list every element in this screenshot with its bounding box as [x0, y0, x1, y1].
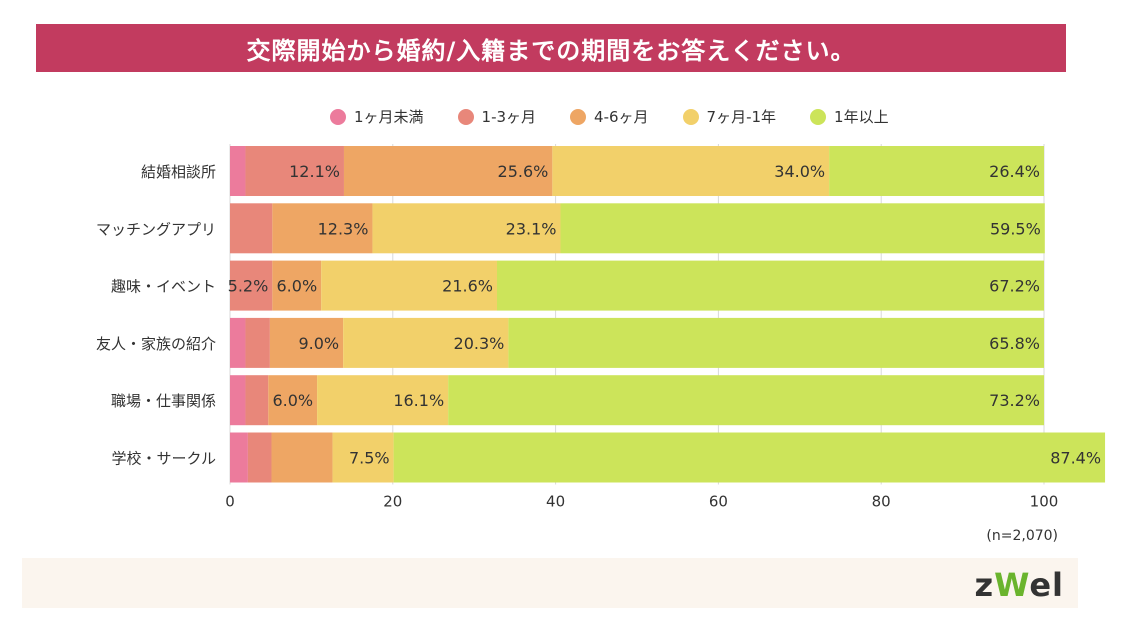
- legend-swatch: [682, 108, 699, 125]
- footer-band: zWel: [22, 558, 1078, 608]
- bar-segment: [343, 317, 509, 368]
- data-label: 6.0%: [277, 277, 318, 296]
- legend-item: 4-6ヶ月: [570, 106, 649, 127]
- category-label: 友人・家族の紹介: [96, 335, 216, 353]
- data-label: 7.5%: [349, 449, 390, 468]
- category-label: 結婚相談所: [141, 163, 216, 181]
- x-tick-label: 60: [709, 493, 728, 511]
- data-label: 20.3%: [454, 334, 505, 353]
- category-label: 学校・サークル: [111, 450, 216, 468]
- bar-segment: [245, 375, 269, 426]
- bar-segment: [245, 317, 270, 368]
- bar-segment: [271, 432, 333, 483]
- bar-segment: [272, 203, 373, 254]
- bar-segment: [393, 432, 1106, 483]
- legend-item: 1-3ヶ月: [457, 106, 537, 127]
- bar-segment: [245, 146, 344, 196]
- bar-segment: [496, 260, 1044, 311]
- bar-segment: [230, 375, 246, 426]
- data-label: 21.6%: [442, 277, 493, 296]
- chart-title: 交際開始から婚約/入籍までの期間をお答えください。: [246, 36, 856, 65]
- logo-prefix: z: [974, 566, 995, 604]
- data-label: 26.4%: [989, 162, 1040, 181]
- legend: 1ヶ月未満 1-3ヶ月 4-6ヶ月 7ヶ月-1年 1年以上: [330, 106, 889, 127]
- category-label: 趣味・イベント: [111, 278, 216, 296]
- bar-segment: [829, 146, 1044, 196]
- legend-swatch: [457, 108, 474, 125]
- legend-item: 1ヶ月未満: [330, 106, 424, 127]
- legend-label: 1年以上: [834, 108, 889, 126]
- bar-segment: [230, 203, 273, 254]
- legend-item: 7ヶ月-1年: [682, 106, 777, 127]
- data-label: 65.8%: [989, 334, 1040, 353]
- data-label: 67.2%: [989, 277, 1040, 296]
- data-label: 16.1%: [393, 391, 444, 410]
- bar-segment: [332, 432, 394, 483]
- category-label: 職場・仕事関係: [111, 392, 216, 410]
- data-label: 23.1%: [506, 219, 557, 238]
- bar-segment: [343, 146, 553, 196]
- zwei-logo: zWel: [975, 566, 1064, 604]
- legend-label: 4-6ヶ月: [594, 108, 649, 126]
- category-label: マッチングアプリ: [96, 220, 216, 238]
- data-label: 73.2%: [989, 391, 1040, 410]
- data-label: 59.5%: [990, 219, 1041, 238]
- data-label: 12.3%: [318, 219, 369, 238]
- bar-segment: [272, 260, 322, 311]
- x-tick-label: 20: [383, 493, 402, 511]
- legend-swatch: [810, 108, 827, 125]
- bar-segment: [508, 317, 1044, 368]
- x-tick-label: 0: [225, 493, 235, 511]
- data-label: 6.0%: [272, 391, 313, 410]
- bar-segment: [230, 432, 248, 483]
- bar-segment: [268, 375, 318, 426]
- data-label: 5.2%: [228, 277, 269, 296]
- bar-segment: [560, 203, 1045, 254]
- bar-segment: [247, 432, 272, 483]
- sample-size-note: (n=2,070): [986, 528, 1058, 544]
- bar-segment: [230, 146, 246, 196]
- legend-label: 1-3ヶ月: [481, 108, 537, 126]
- x-tick-label: 100: [1030, 493, 1059, 511]
- legend-swatch: [570, 108, 587, 125]
- bar-segment: [372, 203, 561, 254]
- legend-label: 1ヶ月未満: [354, 108, 424, 126]
- bar-segment: [317, 375, 449, 426]
- chart-title-bar: 交際開始から婚約/入籍までの期間をお答えください。: [36, 24, 1066, 72]
- bar-segment: [230, 317, 246, 368]
- data-label: 25.6%: [498, 162, 549, 181]
- x-tick-label: 40: [546, 493, 565, 511]
- logo-suffix: el: [1029, 566, 1064, 604]
- legend-item: 1年以上: [810, 106, 889, 127]
- bar-segment: [269, 317, 344, 368]
- bar-segment: [448, 375, 1045, 426]
- bar-segment: [230, 260, 273, 311]
- bar-segment: [552, 146, 830, 196]
- legend-label: 7ヶ月-1年: [706, 108, 777, 126]
- logo-mark: W: [994, 566, 1030, 604]
- bar-segment: [321, 260, 497, 311]
- x-tick-label: 80: [872, 493, 891, 511]
- data-label: 34.0%: [774, 162, 825, 181]
- legend-swatch: [330, 108, 346, 125]
- data-label: 9.0%: [298, 334, 339, 353]
- data-label: 12.1%: [289, 162, 340, 181]
- data-label: 87.4%: [1050, 449, 1101, 468]
